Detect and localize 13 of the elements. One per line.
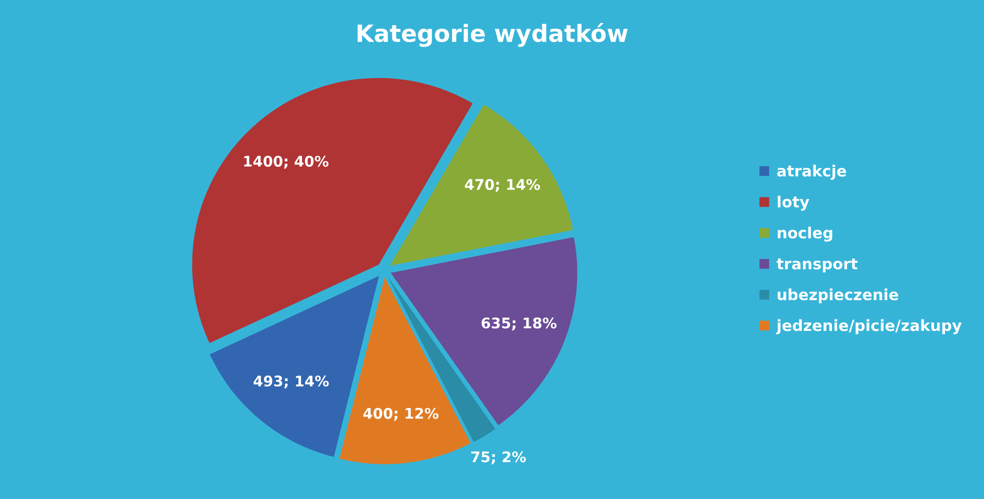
legend-label: transport — [776, 258, 858, 272]
legend-label: loty — [778, 196, 810, 211]
legend-label: atrakcje — [777, 164, 846, 180]
legend-label: ubezpieczenie — [778, 288, 898, 304]
legend-label: nocleg — [778, 226, 832, 242]
data-label: 75; 2% — [471, 451, 526, 464]
data-label: 400; 12% — [363, 408, 438, 421]
data-label: 635; 18% — [482, 317, 557, 330]
data-label: 1400; 40% — [244, 156, 328, 169]
legend-label: jedzenie/picie/zakupy — [776, 319, 962, 334]
data-label: 470; 14% — [464, 178, 540, 192]
chart-title: Kategorie wydatków — [358, 22, 628, 47]
data-label: 493; 14% — [254, 376, 329, 388]
